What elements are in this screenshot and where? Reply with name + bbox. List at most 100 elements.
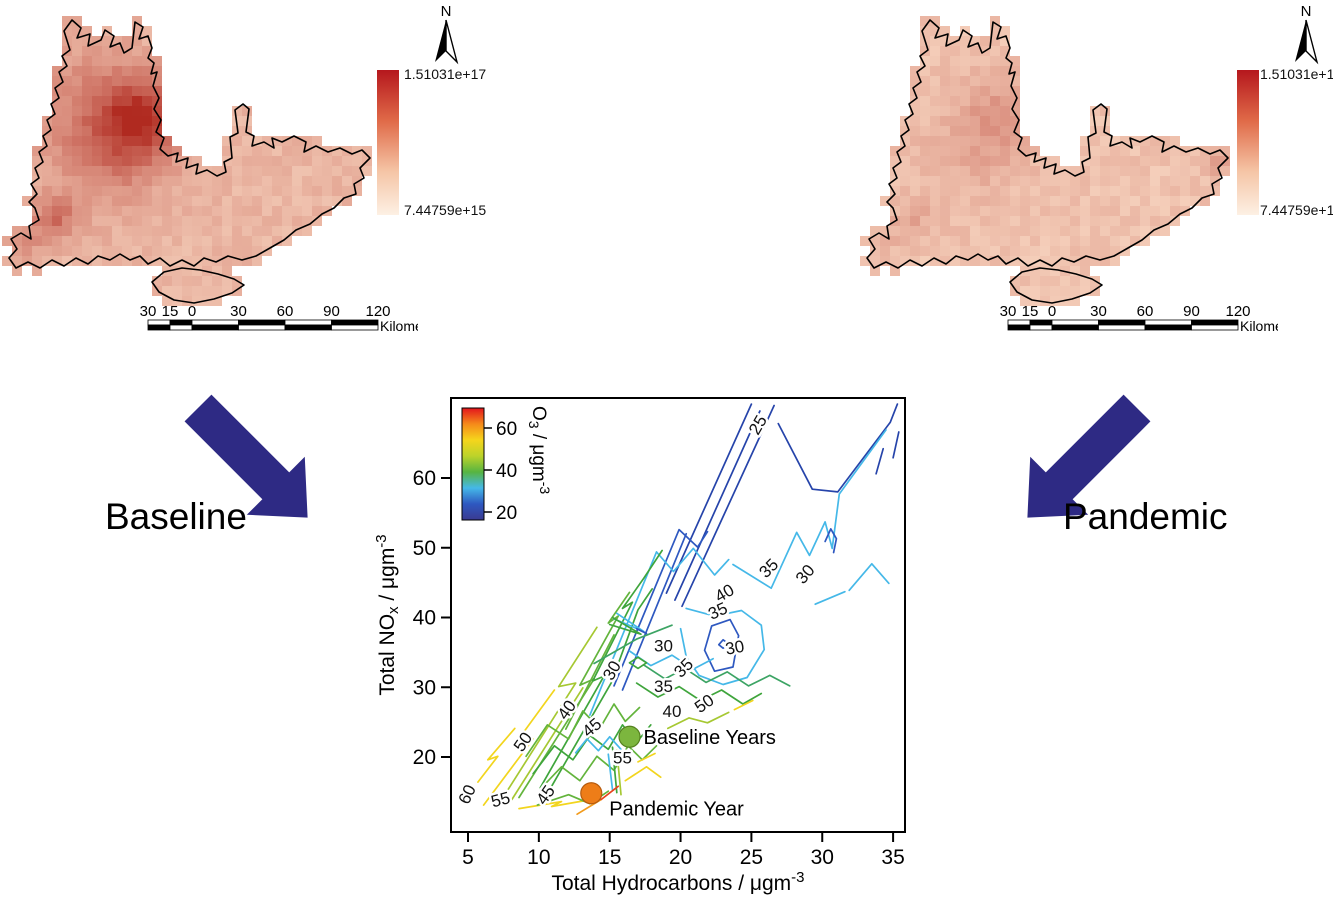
baseline-map [2,6,382,311]
contour-level-30 [621,532,688,691]
region-outline [866,19,1229,269]
baseline-scalebar: 30 15 0 30 60 90 120Kilometers [140,304,418,334]
point-label: Pandemic Year [609,798,744,820]
contour-level-30 [703,618,740,673]
baseline-arrow [184,394,308,518]
contour-level-55 [637,752,656,763]
contour-level-55 [482,689,556,806]
contour-level-30 [589,547,730,716]
contour-level-55 [624,765,662,782]
x-tick-label: 10 [527,846,550,869]
x-tick-label: 30 [811,846,834,869]
baseline-colorbar-min: 7.44759e+15 [404,202,487,218]
baseline-colorbar [377,70,399,215]
contour-label: 35 [654,677,673,696]
contour-level-55 [477,727,516,783]
contour-level-30 [613,528,709,687]
point-pandemic-year [580,782,603,805]
contour-level-40 [611,746,618,794]
contour-level-65 [467,786,475,794]
scalebar-tick-label: 90 [323,304,340,320]
o3-colorbar-tick-label: 20 [496,503,517,524]
scalebar-unit: Kilometers [1240,318,1278,334]
contour-level-25 [777,403,899,493]
o3-colorbar [461,407,485,521]
pandemic-map-canvas [860,16,1230,306]
y-tick-label: 50 [413,537,436,560]
north-arrow-right-half [1305,19,1319,65]
contour-level-30 [635,627,648,635]
contour-level-25 [681,404,775,608]
pandemic-colorbar-min: 7.44759e+15 [1260,202,1333,218]
scalebar-unit: Kilometers [380,318,418,334]
contour-label: 35 [755,555,782,582]
y-tick-label: 30 [413,676,436,699]
north-label: N [441,3,452,20]
y-tick-label: 60 [413,467,436,490]
contour-level-30 [814,590,846,606]
scalebar-tick-label: 60 [277,304,294,320]
contour-level-40 [539,549,663,789]
contour-label: 40 [554,697,580,723]
baseline-label: Baseline [105,496,247,537]
contour-level-35 [679,607,766,686]
contour-label: 55 [489,788,512,811]
contour-level-25 [674,410,761,601]
pandemic-arrow-shape [1027,394,1151,518]
baseline-north-arrow: N [435,3,459,65]
contour-level-50 [503,626,598,796]
isle-of-wight-outline [151,267,245,304]
pandemic-colorbar [1237,70,1259,215]
scalebar-tick-label: 30 [230,304,247,320]
o3-colorbar-title: O3 / μgm-3 [526,406,553,494]
pandemic-arrow [1027,394,1151,518]
contour-level-45 [525,703,641,758]
plot-frame [450,397,906,833]
x-tick-label: 5 [462,846,474,869]
contour-level-50 [666,711,730,730]
scalebar-tick-label: 15 [1022,304,1039,320]
y-tick-label: 40 [413,607,436,630]
scalebar-tick-label: 0 [188,304,196,320]
scalebar-tick-label: 0 [1048,304,1056,320]
north-label: N [1301,3,1312,20]
contour-level-25 [892,431,900,459]
scalebar-tick-label: 30 [1000,304,1017,320]
contour-level-35 [574,735,622,754]
contour-level-30 [848,562,890,592]
baseline-map-canvas [2,16,372,306]
x-axis-title: Total Hydrocarbons / μgm-3 [551,869,804,895]
contour-level-30 [824,528,838,554]
scalebar-tick-label: 30 [140,304,157,320]
contour-label: 30 [792,561,819,588]
contour-level-35 [593,624,673,665]
contour-level-35 [607,753,614,791]
contour-label: 55 [613,748,632,767]
o3-colorbar-tick-label: 60 [496,419,517,440]
contour-level-40 [628,656,648,670]
contour-level-30 [732,429,887,590]
contour-level-40 [635,682,763,705]
x-tick-label: 15 [598,846,621,869]
baseline-colorbar-max: 1.51031e+17 [404,66,487,82]
scalebar-tick-label: 30 [1090,304,1107,320]
north-arrow-right-half [445,19,459,65]
contour-level-25 [665,403,753,594]
contour-level-45 [564,634,615,730]
pandemic-map [860,6,1240,311]
contour-label: 35 [670,655,697,682]
pandemic-colorbar-max: 1.51031e+17 [1260,66,1333,82]
contour-level-40 [608,616,642,636]
y-tick-label: 20 [413,746,436,769]
y-axis-title: Total NOx / μgm-3 [373,534,402,695]
contour-label: 60 [455,782,480,807]
scalebar-tick-label: 15 [162,304,179,320]
pandemic-scalebar: 30 15 0 30 60 90 120Kilometers [1000,304,1278,334]
scalebar-tick-label: 90 [1183,304,1200,320]
x-tick-label: 20 [669,846,692,869]
region-outline [8,19,371,269]
north-arrow-left-half [1295,20,1306,62]
contour-level-45 [539,744,658,790]
contour-level-30 [717,638,730,650]
